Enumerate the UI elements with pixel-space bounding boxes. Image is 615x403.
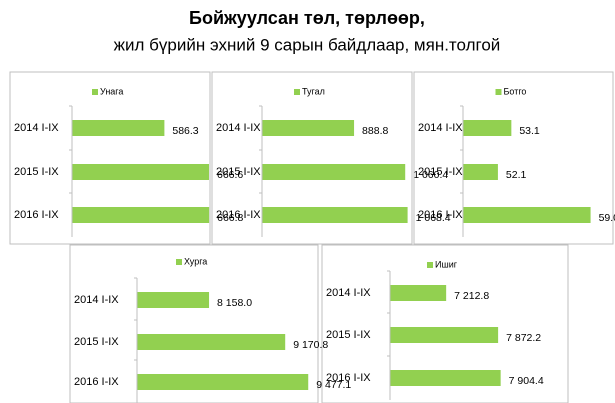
value-label: 8 158.0	[217, 297, 252, 309]
value-label: 59.0	[599, 212, 615, 224]
bar	[463, 164, 498, 180]
panel-frame	[69, 244, 319, 403]
bar	[463, 120, 512, 136]
value-label: 7 904.4	[509, 375, 544, 387]
bar	[262, 164, 406, 180]
bar	[137, 292, 210, 308]
value-label: 53.1	[519, 125, 540, 137]
category-label: 2014 I-IX	[418, 122, 463, 134]
bar	[390, 370, 501, 386]
legend-swatch	[294, 89, 300, 95]
value-label: 666.8	[217, 212, 243, 224]
legend-label: Хурга	[184, 256, 207, 266]
category-label: 2015 I-IX	[326, 329, 371, 341]
category-label: 2014 I-IX	[326, 287, 371, 299]
bar	[137, 334, 286, 350]
value-label: 9 477.1	[316, 379, 351, 391]
value-label: 586.3	[172, 125, 198, 137]
bar	[72, 207, 210, 223]
category-label: 2016 I-IX	[326, 372, 371, 384]
value-label: 1 068.4	[416, 212, 451, 224]
value-label: 7 872.2	[506, 332, 541, 344]
category-label: 2016 I-IX	[216, 209, 261, 221]
category-label: 2015 I-IX	[418, 166, 463, 178]
panel-frame	[9, 71, 211, 245]
value-label: 666.6	[217, 169, 243, 181]
category-label: 2015 I-IX	[14, 166, 59, 178]
category-label: 2016 I-IX	[14, 209, 59, 221]
bar	[463, 207, 591, 223]
legend-label: Ботго	[504, 86, 527, 96]
bar	[390, 327, 499, 343]
legend-label: Тугал	[302, 86, 325, 96]
legend-swatch	[176, 259, 182, 265]
legend-swatch	[92, 89, 98, 95]
bar	[262, 120, 355, 136]
category-label: 2014 I-IX	[14, 122, 59, 134]
value-label: 888.8	[362, 125, 388, 137]
page-title: Бойжуулсан төл, төрлөөр,	[189, 8, 425, 28]
bar	[262, 207, 408, 223]
legend-label: Унага	[100, 86, 123, 96]
value-label: 7 212.8	[454, 290, 489, 302]
value-label: 9 170.8	[293, 339, 328, 351]
legend-label: Ишиг	[435, 259, 458, 269]
category-label: 2014 I-IX	[74, 294, 119, 306]
value-label: 1 060.4	[413, 169, 448, 181]
category-label: 2015 I-IX	[74, 336, 119, 348]
bar	[137, 374, 309, 390]
value-label: 52.1	[506, 169, 527, 181]
category-label: 2014 I-IX	[216, 122, 261, 134]
bar	[72, 164, 209, 180]
panel-frame	[211, 71, 413, 245]
panel-frame	[321, 244, 569, 403]
category-label: 2016 I-IX	[74, 376, 119, 388]
bar	[390, 285, 447, 301]
bar	[72, 120, 165, 136]
legend-swatch	[427, 262, 433, 268]
page-subtitle: жил бүрийн эхний 9 сарын байдлаар, мян.т…	[114, 35, 501, 54]
category-label: 2016 I-IX	[418, 209, 463, 221]
legend-swatch	[495, 89, 502, 95]
panel-frame	[413, 71, 614, 245]
category-label: 2015 I-IX	[216, 166, 261, 178]
